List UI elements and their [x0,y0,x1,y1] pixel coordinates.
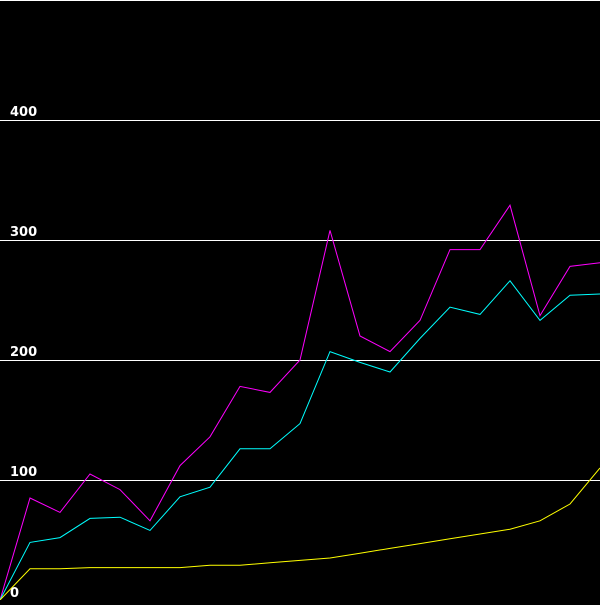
tick-label-layer: 0 100 200 300 400 [10,105,37,601]
grid-layer [0,0,600,481]
series-line-3 [0,467,600,601]
series-layer [0,204,600,601]
series-line-1 [0,204,600,601]
y-tick-label-400: 400 [10,105,37,120]
y-tick-label-0: 0 [10,586,19,600]
series-line-2 [0,280,600,601]
y-tick-label-200: 200 [10,345,37,360]
y-tick-label-100: 100 [10,465,37,480]
y-tick-label-300: 300 [10,225,37,240]
